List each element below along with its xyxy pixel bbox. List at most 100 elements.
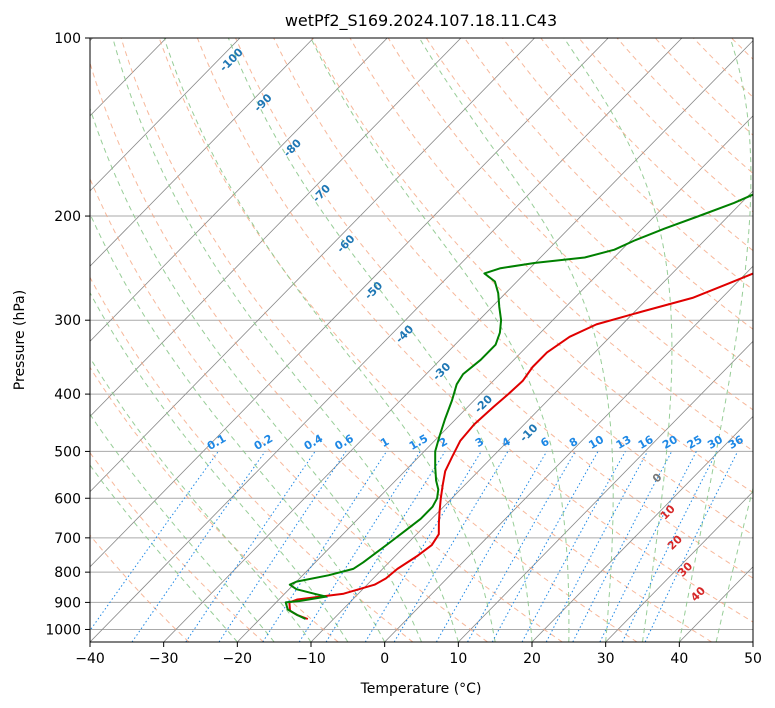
y-tick-label: 200 xyxy=(54,209,81,225)
dry-adiabat-label: -70 xyxy=(310,182,333,205)
moist-adiabat-line xyxy=(227,38,533,642)
isotherm-line xyxy=(90,38,388,342)
mixing-ratio-label: 20 xyxy=(660,433,680,452)
isotherm-line xyxy=(90,38,683,642)
mixing-ratio-line xyxy=(185,451,316,642)
isotherm-line xyxy=(90,38,609,568)
temperature-profile-line xyxy=(288,272,753,620)
dry-adiabat-label: -20 xyxy=(472,392,495,415)
mixing-ratio-line xyxy=(599,451,697,642)
y-tick-label: 100 xyxy=(54,31,81,47)
x-tick-label: 50 xyxy=(744,651,762,667)
mixing-ratio-label: 30 xyxy=(705,433,725,452)
x-tick-label: −40 xyxy=(75,651,105,667)
mixing-ratio-line xyxy=(393,451,509,642)
mixing-ratio-line xyxy=(131,451,266,642)
dry-adiabat-line xyxy=(90,177,488,642)
mixing-ratio-label: 1.5 xyxy=(407,432,430,453)
dry-adiabat-line xyxy=(90,276,414,642)
dry-adiabat-line xyxy=(770,38,775,642)
x-tick-label: 10 xyxy=(449,651,467,667)
x-axis: −40 −30 −20 −10 0 10 20 30 40 50 xyxy=(75,642,762,667)
dry-adiabat-line xyxy=(273,38,753,536)
dry-adiabat-line xyxy=(425,38,753,370)
isotherm-line xyxy=(458,340,753,642)
chart-title: wetPf2_S169.2024.107.18.11.C43 xyxy=(285,11,557,31)
isotherm-line xyxy=(679,566,753,642)
mixing-ratio-label: 3 xyxy=(473,435,486,450)
dry-adiabat-line xyxy=(158,38,712,642)
isotherm-line xyxy=(531,415,753,642)
isotherm-line xyxy=(605,491,753,642)
moist-adiabat-line xyxy=(90,356,312,642)
dry-adiabat-label: -40 xyxy=(393,322,416,345)
y-tick-label: 400 xyxy=(54,387,81,403)
y-tick-label: 1000 xyxy=(45,622,81,638)
dry-adiabat-label: -30 xyxy=(430,360,453,383)
x-axis-label: Temperature (°C) xyxy=(360,681,482,697)
moist-adiabat-line xyxy=(90,212,386,642)
y-tick-label: 600 xyxy=(54,491,81,507)
moist-adiabat-label: 0 xyxy=(650,471,665,486)
moist-adiabat-line xyxy=(715,486,753,642)
dry-adiabat-label: -50 xyxy=(362,279,385,302)
dry-adiabat-line xyxy=(311,38,753,494)
isotherm-line xyxy=(237,115,753,642)
mixing-ratio-line xyxy=(467,451,576,642)
y-tick-label: 500 xyxy=(54,444,81,460)
moist-adiabat-line xyxy=(310,38,570,642)
plot-frame xyxy=(89,37,754,643)
mixing-ratio-label: 8 xyxy=(567,435,580,450)
y-tick-label: 300 xyxy=(54,313,81,329)
isotherm-line xyxy=(90,38,314,267)
y-axis-label: Pressure (hPa) xyxy=(12,290,28,390)
dry-adiabat-line xyxy=(90,534,190,642)
moist-adiabat-label: 20 xyxy=(665,532,685,552)
moist-adiabat-label: 30 xyxy=(675,559,695,579)
moist-adiabat-line xyxy=(112,38,459,642)
mixing-ratio-label: 16 xyxy=(636,433,656,452)
dry-adiabat-line xyxy=(196,38,753,623)
mixing-ratio-label: 36 xyxy=(726,433,746,452)
isotherm-line xyxy=(90,38,241,192)
isotherm-line xyxy=(90,38,535,493)
reference-line-labels: 0.1 0.2 0.4 0.6 1 1.5 2 3 4 6 8 10 13 16 20 25 30 36-100-… xyxy=(205,45,746,604)
dry-adiabat-line xyxy=(387,38,753,411)
mixing-ratio-label: 0.2 xyxy=(252,432,275,453)
mixing-ratio-label: 25 xyxy=(685,433,705,452)
isotherm-line xyxy=(310,190,753,642)
x-tick-label: −10 xyxy=(296,651,326,667)
x-tick-label: 40 xyxy=(670,651,688,667)
mixing-ratio-label: 10 xyxy=(586,433,606,452)
mixing-ratio-line xyxy=(521,451,626,642)
moist-adiabat-line xyxy=(90,413,275,642)
y-tick-label: 900 xyxy=(54,595,81,611)
x-tick-label: 20 xyxy=(523,651,541,667)
dry-adiabat-line xyxy=(502,38,753,291)
isotherm-line xyxy=(384,265,753,642)
background-lines xyxy=(90,38,775,642)
mixing-ratio-line xyxy=(262,451,388,642)
mixing-ratio-label: 1 xyxy=(378,435,391,450)
mixing-ratio-label: 0.4 xyxy=(302,432,326,453)
moist-adiabat-line xyxy=(90,291,349,642)
moist-adiabat-line xyxy=(418,38,614,642)
y-tick-label: 700 xyxy=(54,531,81,547)
dry-adiabat-line xyxy=(693,38,753,98)
dry-adiabat-line xyxy=(90,451,264,642)
moist-adiabat-line xyxy=(90,107,422,642)
isotherm-line xyxy=(752,641,753,642)
x-tick-label: 0 xyxy=(380,651,389,667)
dry-adiabat-label: -60 xyxy=(334,232,357,255)
x-tick-label: −20 xyxy=(223,651,253,667)
dry-adiabat-line xyxy=(616,38,753,174)
dry-adiabat-line xyxy=(349,38,753,452)
mixing-ratio-line xyxy=(491,451,599,642)
y-axis: 100 200 300 400 500 600 700 800 900 1000 xyxy=(45,31,90,638)
sounding-profiles xyxy=(284,193,753,620)
moist-adiabat-label: 40 xyxy=(688,584,708,604)
dry-adiabat-label: -10 xyxy=(517,421,540,444)
dry-adiabat-line xyxy=(120,38,638,642)
isotherm-line xyxy=(163,40,753,642)
